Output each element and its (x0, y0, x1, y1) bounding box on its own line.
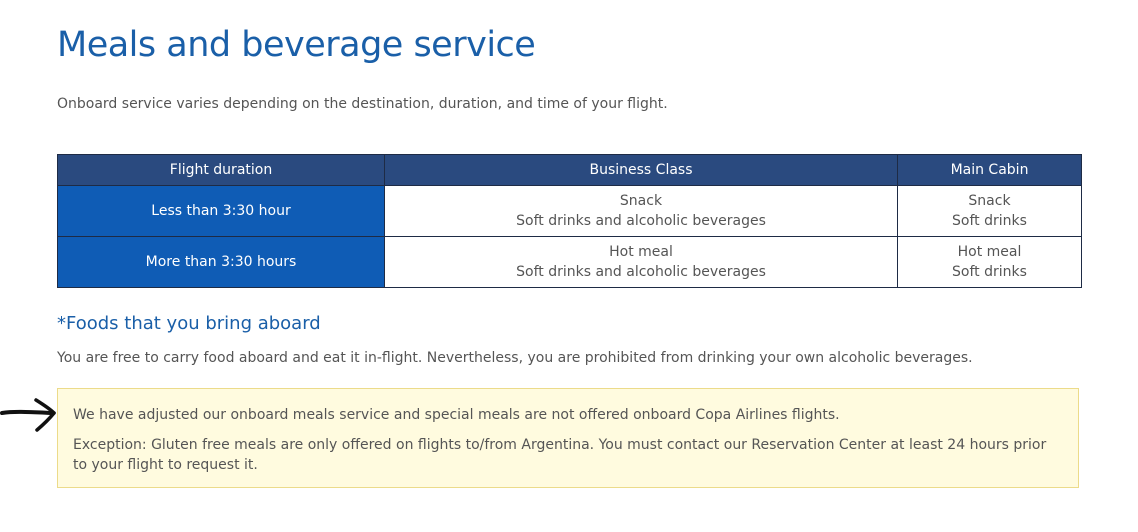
table-header-row: Flight duration Business Class Main Cabi… (57, 154, 1082, 186)
business-drinks: Soft drinks and alcoholic beverages (516, 264, 766, 280)
header-main-cabin: Main Cabin (897, 154, 1082, 186)
business-food: Hot meal (609, 244, 673, 260)
main-food: Hot meal (957, 244, 1022, 260)
main-cabin-cell: Hot meal Soft drinks (897, 236, 1082, 288)
notice-text-2: Exception: Gluten free meals are only of… (73, 437, 1047, 473)
table-row: More than 3:30 hours Hot meal Soft drink… (57, 236, 1082, 288)
duration-cell: Less than 3:30 hour (57, 185, 385, 237)
business-class-cell: Snack Soft drinks and alcoholic beverage… (384, 185, 898, 237)
business-drinks: Soft drinks and alcoholic beverages (516, 213, 766, 229)
foods-text: You are free to carry food aboard and ea… (57, 350, 973, 366)
table-row: Less than 3:30 hour Snack Soft drinks an… (57, 185, 1082, 237)
main-food: Snack (968, 193, 1011, 209)
duration-cell: More than 3:30 hours (57, 236, 385, 288)
header-business-class: Business Class (384, 154, 898, 186)
foods-heading: *Foods that you bring aboard (57, 313, 321, 334)
business-food: Snack (619, 193, 663, 209)
notice-text-1: We have adjusted our onboard meals servi… (73, 407, 840, 423)
business-class-cell: Hot meal Soft drinks and alcoholic bever… (384, 236, 898, 288)
header-flight-duration: Flight duration (57, 154, 385, 186)
main-drinks: Soft drinks (952, 264, 1027, 280)
hand-drawn-arrow-icon (0, 398, 56, 432)
page-title: Meals and beverage service (57, 25, 536, 65)
intro-text: Onboard service varies depending on the … (57, 96, 668, 112)
main-cabin-cell: Snack Soft drinks (897, 185, 1082, 237)
main-drinks: Soft drinks (952, 213, 1027, 229)
notice-box: We have adjusted our onboard meals servi… (57, 388, 1079, 488)
meal-service-table: Flight duration Business Class Main Cabi… (57, 154, 1082, 288)
